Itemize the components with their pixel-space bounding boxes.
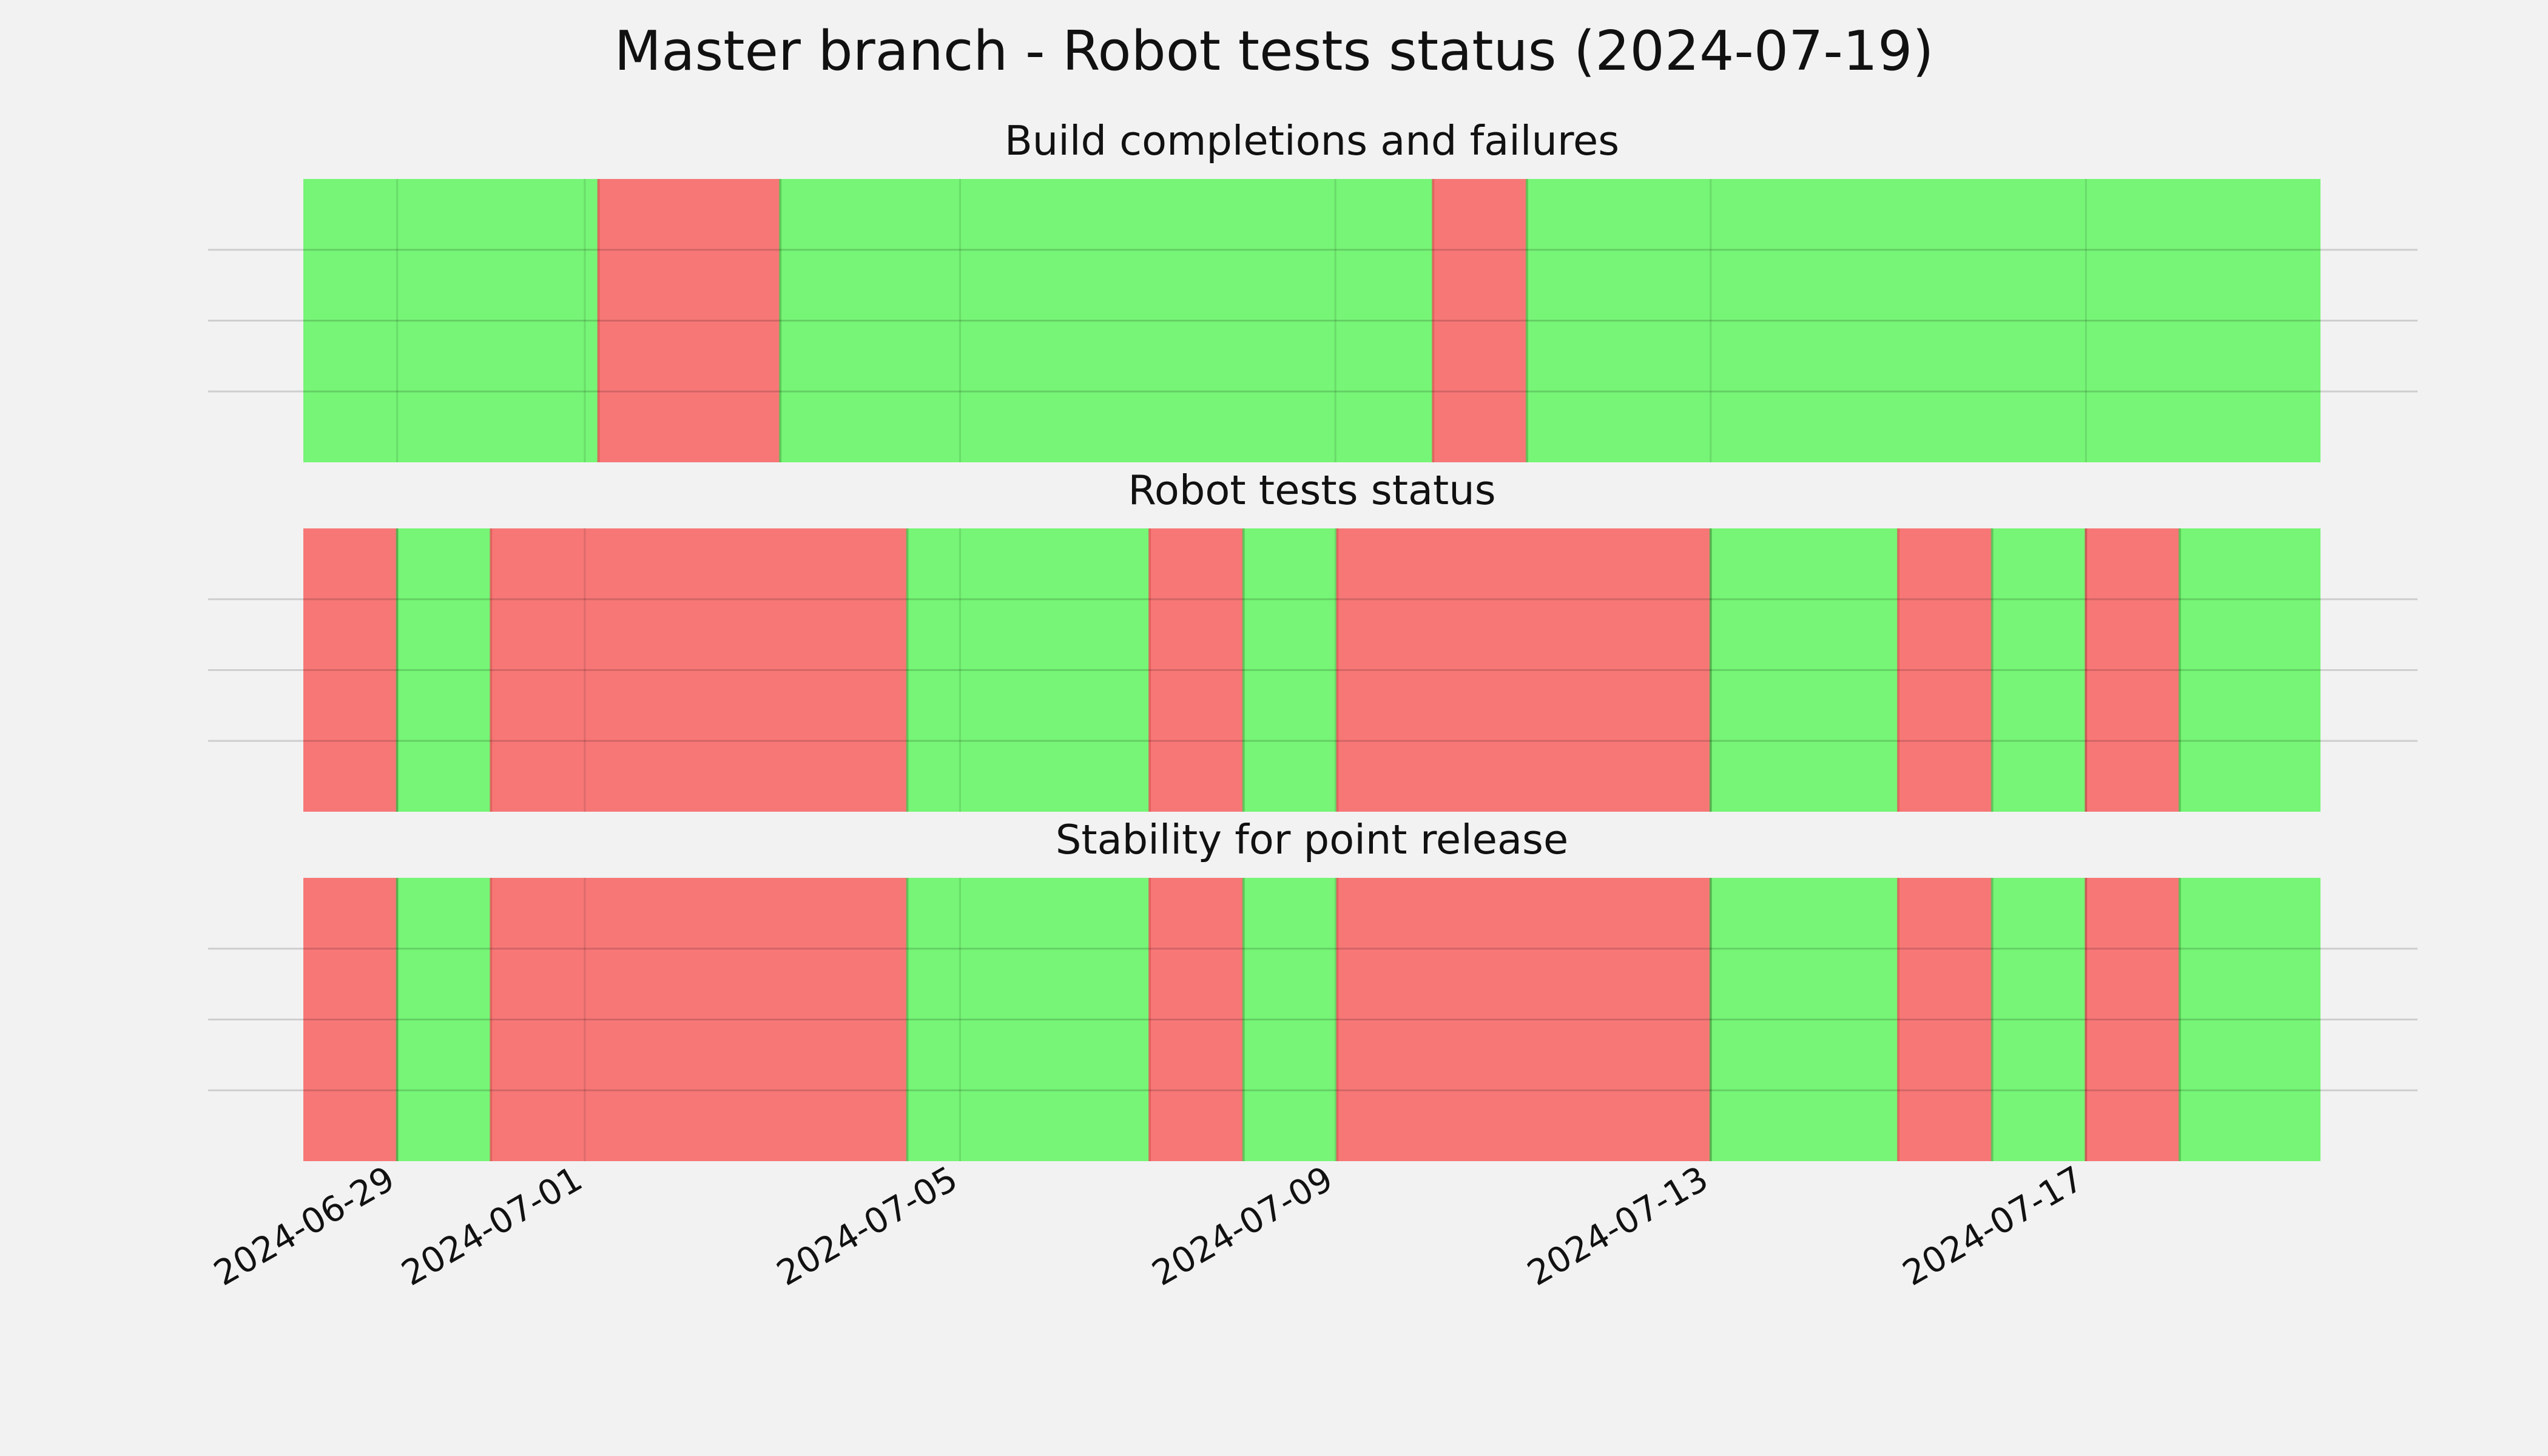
status-segment-pass	[1243, 878, 1338, 1161]
status-segment-fail	[1898, 878, 1992, 1161]
panel-3: Stability for point release	[208, 816, 2418, 1161]
status-segment-fail	[598, 179, 781, 462]
panel-1: Build completions and failures	[208, 117, 2418, 462]
status-segment-pass	[2180, 528, 2320, 812]
panel-title: Build completions and failures	[1005, 117, 1619, 164]
x-tick-label: 2024-07-13	[1521, 1159, 1715, 1294]
status-segment-pass	[780, 179, 1434, 462]
status-segment-fail	[1433, 179, 1527, 462]
status-segment-fail	[1150, 878, 1244, 1161]
status-segment-fail	[1337, 878, 1711, 1161]
panels-layer: Build completions and failures Robot test…	[208, 117, 2418, 1161]
status-segment-fail	[491, 528, 908, 812]
status-segment-fail	[303, 528, 397, 812]
x-tick-label: 2024-07-09	[1145, 1159, 1340, 1294]
status-segment-pass	[1992, 878, 2086, 1161]
status-segment-pass	[2180, 878, 2320, 1161]
status-segment-pass	[907, 878, 1150, 1161]
status-segment-fail	[1898, 528, 1992, 812]
status-segment-pass	[907, 528, 1150, 812]
x-tick-label: 2024-07-01	[395, 1159, 589, 1294]
panel-title: Stability for point release	[1056, 816, 1568, 863]
status-segment-fail	[491, 878, 908, 1161]
x-tick-label: 2024-07-17	[1896, 1159, 2090, 1294]
status-segment-pass	[1710, 528, 1899, 812]
x-tick-label: 2024-07-05	[770, 1159, 965, 1294]
status-segment-pass	[1710, 878, 1899, 1161]
status-segment-pass	[303, 179, 599, 462]
chart-title: Master branch - Robot tests status (2024…	[615, 19, 1934, 83]
status-segment-fail	[2086, 878, 2180, 1161]
status-segment-pass	[1992, 528, 2086, 812]
panel-2: Robot tests status	[208, 467, 2418, 812]
status-segment-fail	[303, 878, 397, 1161]
status-segment-pass	[1243, 528, 1338, 812]
status-segment-pass	[1526, 179, 2320, 462]
status-segment-fail	[1150, 528, 1244, 812]
status-segment-pass	[397, 528, 491, 812]
panel-title: Robot tests status	[1128, 467, 1495, 514]
status-segment-fail	[2086, 528, 2180, 812]
x-tick-label: 2024-06-29	[207, 1159, 402, 1294]
status-segment-pass	[397, 878, 491, 1161]
status-segment-fail	[1337, 528, 1711, 812]
